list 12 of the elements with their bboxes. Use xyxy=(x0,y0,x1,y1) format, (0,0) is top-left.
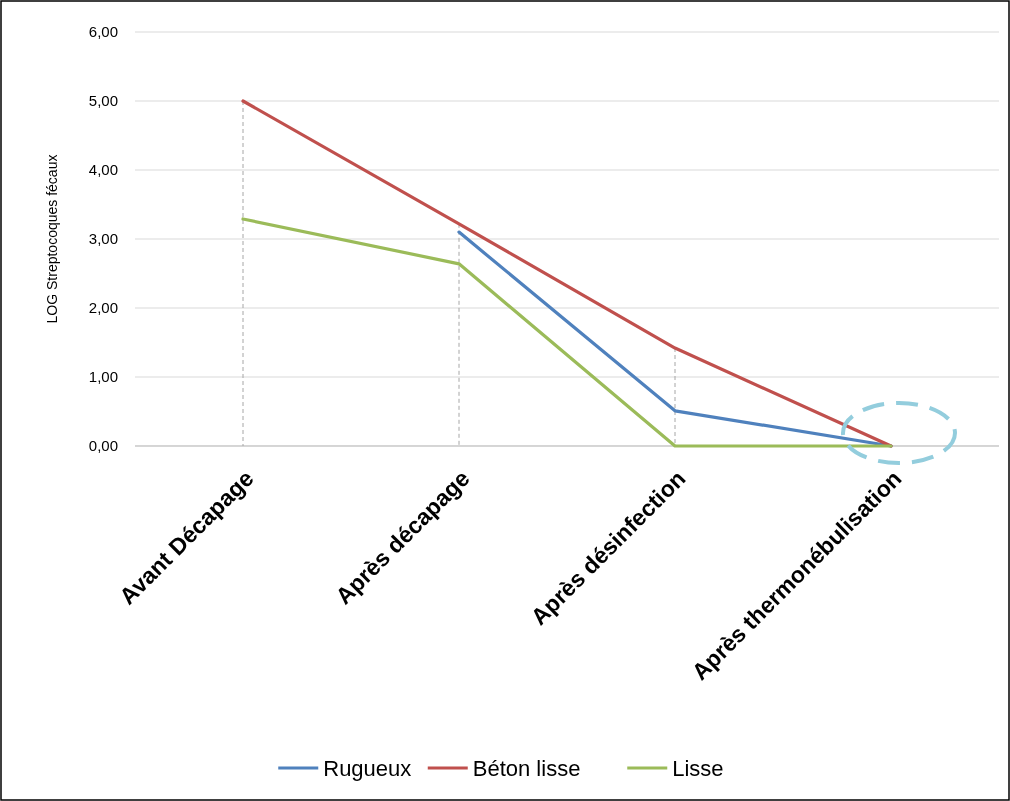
y-tick-label: 2,00 xyxy=(88,299,118,317)
y-tick-label: 5,00 xyxy=(88,92,118,110)
y-tick-label: 0,00 xyxy=(88,437,118,455)
y-axis-title: LOG Streptocoques fécaux xyxy=(44,154,60,324)
y-tick-label: 1,00 xyxy=(88,368,118,386)
y-tick-label: 4,00 xyxy=(88,161,118,179)
legend-label: Lisse xyxy=(672,755,724,781)
legend-label: Béton lisse xyxy=(472,755,581,781)
line-series xyxy=(241,99,893,448)
y-tick-label: 3,00 xyxy=(88,230,118,248)
legend-label: Rugueux xyxy=(323,755,412,781)
y-tick-label: 6,00 xyxy=(88,23,118,41)
